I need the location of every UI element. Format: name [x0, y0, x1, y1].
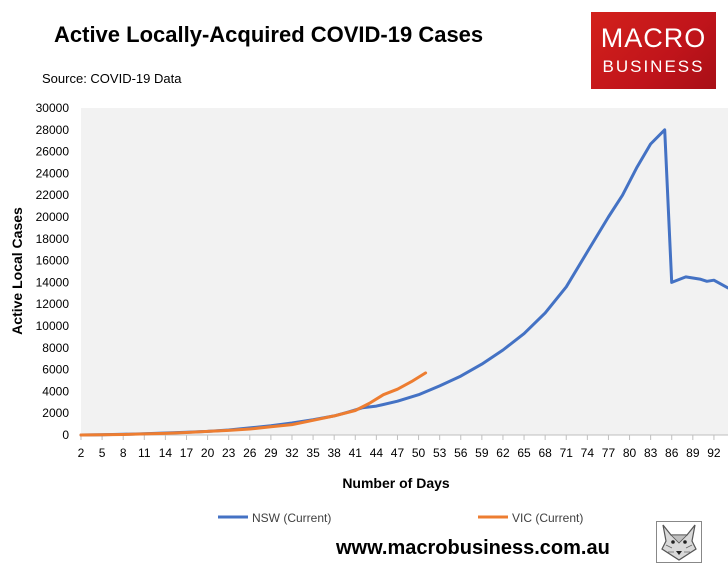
x-tick-label: 50	[412, 446, 426, 460]
y-tick-label: 30000	[36, 101, 70, 115]
y-tick-label: 18000	[36, 232, 70, 246]
y-tick-label: 22000	[36, 188, 70, 202]
series-line-vic	[79, 371, 428, 437]
footer-url: www.macrobusiness.com.au	[336, 537, 610, 559]
legend-label-nsw: NSW (Current)	[252, 511, 331, 525]
logo-line-1: MACRO	[600, 23, 707, 53]
legend: NSW (Current) VIC (Current)	[218, 511, 583, 525]
chart-source: Source: COVID-19 Data	[42, 71, 182, 86]
x-tick-label: 5	[99, 446, 106, 460]
legend-label-vic: VIC (Current)	[512, 511, 583, 525]
x-tick-label: 2	[78, 446, 85, 460]
y-tick-label: 0	[62, 428, 69, 442]
logo-line-2: BUSINESS	[602, 57, 705, 76]
y-tick-label: 2000	[42, 406, 69, 420]
x-tick-label: 38	[327, 446, 341, 460]
series-lines	[79, 128, 728, 437]
x-tick-label: 83	[644, 446, 658, 460]
x-tick-label: 56	[454, 446, 468, 460]
x-axis-title: Number of Days	[342, 475, 450, 491]
x-tick-label: 92	[707, 446, 721, 460]
x-tick-label: 47	[391, 446, 405, 460]
y-tick-label: 26000	[36, 145, 70, 159]
plot-area	[81, 108, 728, 435]
x-tick-label: 26	[243, 446, 257, 460]
y-tick-label: 4000	[42, 384, 69, 398]
y-tick-label: 20000	[36, 210, 70, 224]
y-tick-label: 28000	[36, 123, 70, 137]
wolf-logo-icon	[656, 521, 702, 563]
x-tick-label: 14	[159, 446, 173, 460]
y-tick-label: 12000	[36, 297, 70, 311]
x-tick-label: 86	[665, 446, 679, 460]
x-tick-label: 53	[433, 446, 447, 460]
y-tick-label: 24000	[36, 166, 70, 180]
x-tick-label: 77	[602, 446, 616, 460]
x-tick-label: 20	[201, 446, 215, 460]
x-tick-label: 62	[496, 446, 510, 460]
y-axis: 0 2000 4000 6000 8000 10000 12000 14000 16000 180…	[36, 101, 70, 442]
y-tick-label: 10000	[36, 319, 70, 333]
x-tick-label: 65	[517, 446, 531, 460]
x-tick-label: 89	[686, 446, 700, 460]
x-tick-label: 59	[475, 446, 489, 460]
y-tick-label: 16000	[36, 254, 70, 268]
x-tick-label: 29	[264, 446, 278, 460]
x-tick-label: 8	[120, 446, 127, 460]
x-tick-label: 41	[349, 446, 363, 460]
x-tick-label: 71	[560, 446, 574, 460]
x-tick-label: 68	[538, 446, 552, 460]
chart-title: Active Locally-Acquired COVID-19 Cases	[54, 22, 484, 47]
y-tick-label: 8000	[42, 341, 69, 355]
x-tick-label: 80	[623, 446, 637, 460]
x-tick-label: 74	[581, 446, 595, 460]
y-tick-label: 14000	[36, 275, 70, 289]
x-tick-label: 17	[180, 446, 194, 460]
y-axis-title: Active Local Cases	[9, 207, 25, 335]
x-tick-label: 32	[285, 446, 299, 460]
x-tick-label: 35	[306, 446, 320, 460]
x-tick-label: 11	[138, 446, 151, 460]
x-tick-label: 23	[222, 446, 236, 460]
macrobusiness-logo: MACRO BUSINESS	[591, 12, 716, 89]
y-tick-label: 6000	[42, 363, 69, 377]
x-tick-label: 44	[370, 446, 384, 460]
x-axis: 2 5 8 11 14 17 20 23 26 29 32 35 38 41 44 47 50 53 56 59 62 6…	[78, 434, 728, 460]
